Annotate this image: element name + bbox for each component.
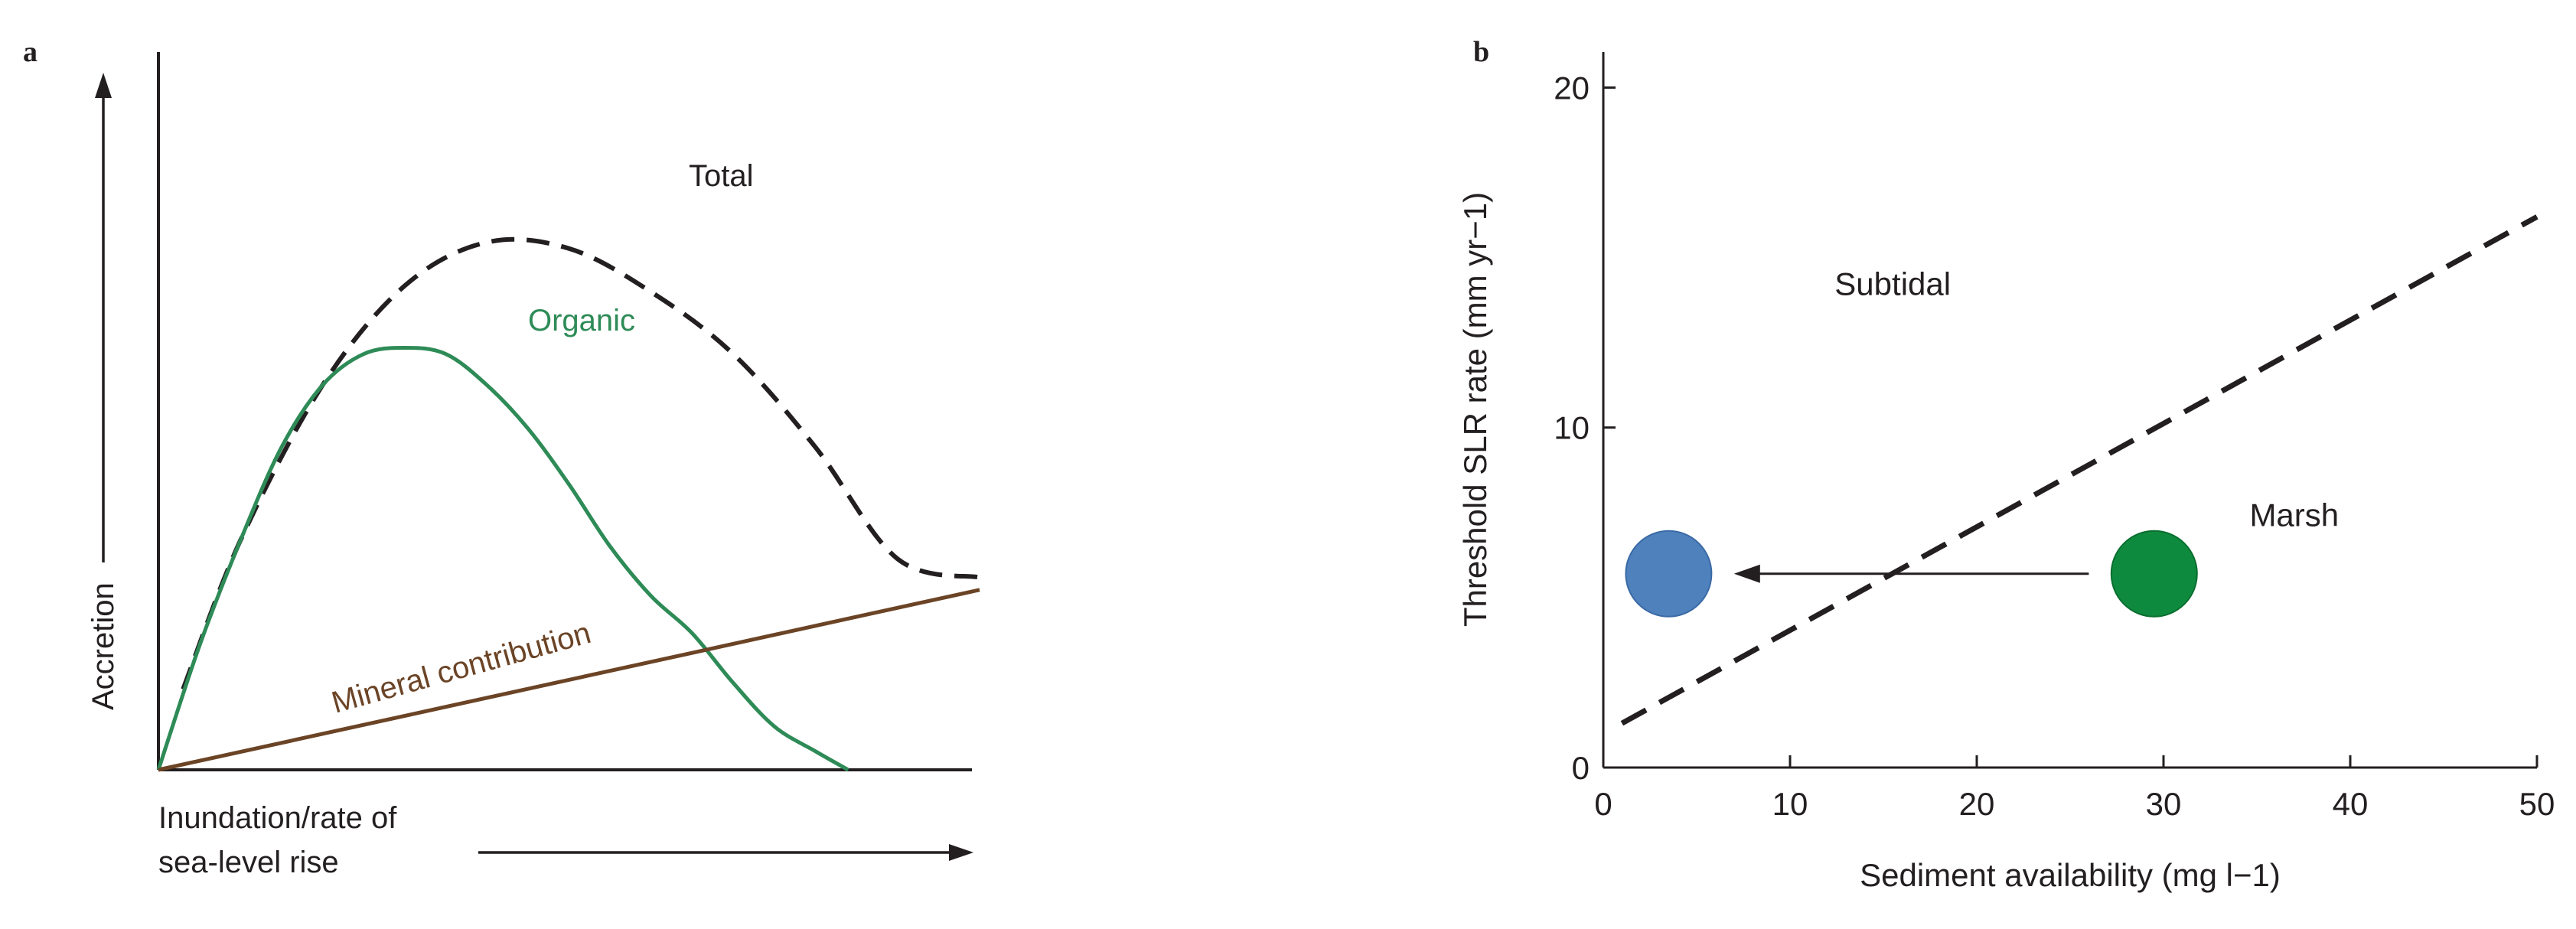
point-subtidal	[1625, 530, 1713, 618]
series-total-label: Total	[689, 159, 754, 193]
series-organic-label: Organic	[528, 304, 635, 337]
x-tick-label: 0	[1594, 786, 1612, 822]
panel-b-region-labels: Subtidal Marsh	[1834, 266, 2339, 533]
x-tick-label: 10	[1772, 786, 1808, 822]
panel-b-ticks: 0 10 20 30 40 50 0 10 20	[1554, 70, 2555, 822]
y-tick-label: 10	[1554, 410, 1590, 446]
panel-a-y-label: Accretion	[86, 582, 120, 710]
shift-arrow-head	[1733, 564, 1760, 583]
y-tick-label: 20	[1554, 70, 1590, 106]
panel-b-x-label: Sediment availability (mg l−1)	[1860, 857, 2281, 893]
panel-b-label: b	[1473, 36, 1489, 68]
panel-b-y-label: Threshold SLR rate (mm yr−1)	[1457, 192, 1493, 627]
x-tick-label: 30	[2146, 786, 2182, 822]
x-tick-label: 40	[2333, 786, 2369, 822]
panel-a-label: a	[23, 36, 37, 68]
panel-a: a Accretion Inundation/rate of sea-level…	[23, 36, 980, 879]
panel-b: b 0 10 20 30 40 50 0 10 20 Sediment availability…	[1457, 36, 2555, 893]
series-total-line	[181, 236, 980, 690]
series-organic-line	[156, 346, 849, 772]
panel-a-x-label-line1: Inundation/rate of	[158, 801, 397, 835]
point-marsh	[2110, 530, 2198, 618]
region-label-marsh: Marsh	[2249, 497, 2339, 533]
panel-a-x-label-line2: sea-level rise	[158, 846, 339, 879]
series-mineral-contribution-line	[158, 588, 980, 772]
x-tick-label: 20	[1959, 786, 1995, 822]
shift-arrow	[1733, 564, 2089, 583]
panel-a-y-arrow-head	[95, 73, 112, 98]
panel-b-points	[1625, 530, 2198, 618]
region-label-subtidal: Subtidal	[1834, 266, 1951, 302]
threshold-line	[1620, 214, 2539, 726]
y-tick-label: 0	[1572, 750, 1590, 786]
panel-a-x-arrow-head	[949, 844, 973, 861]
x-tick-label: 50	[2519, 786, 2555, 822]
